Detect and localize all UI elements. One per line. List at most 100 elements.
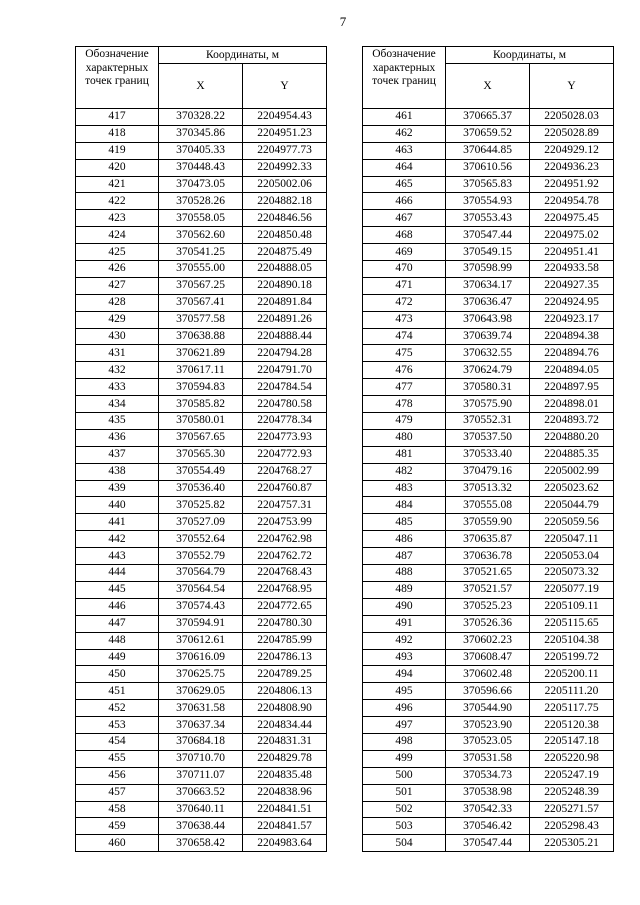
point-id: 481 [362, 445, 446, 464]
x-coordinate: 370624.79 [445, 361, 530, 380]
x-coordinate: 370580.01 [158, 412, 243, 430]
designation-header: Обозначение характерных точек границ [362, 46, 446, 109]
point-id: 425 [75, 243, 159, 262]
y-coordinate: 2204951.23 [241, 124, 328, 143]
y-coordinate: 2204831.31 [241, 732, 328, 751]
y-coordinate: 2204762.98 [241, 530, 328, 549]
y-coordinate: 2204768.27 [241, 462, 328, 481]
point-id: 420 [75, 158, 159, 177]
point-id: 459 [75, 817, 159, 836]
table-row: 447 370594.91 2204780.30 [75, 614, 328, 633]
point-id: 501 [362, 783, 446, 802]
x-coordinate: 370639.74 [445, 327, 530, 346]
point-id: 448 [75, 631, 159, 650]
point-id: 483 [362, 479, 446, 498]
point-id: 421 [75, 175, 159, 194]
y-coordinate: 2204893.72 [528, 412, 615, 430]
point-id: 493 [362, 648, 446, 667]
table-row: 438 370554.49 2204768.27 [75, 462, 328, 481]
table-header: Обозначение характерных точек границ Коор… [75, 46, 328, 109]
x-coordinate: 370558.05 [158, 209, 243, 228]
x-coordinate: 370637.34 [158, 716, 243, 734]
y-coordinate: 2204762.72 [241, 547, 328, 566]
x-coordinate: 370536.40 [158, 479, 243, 498]
x-coordinate: 370577.58 [158, 310, 243, 329]
point-id: 468 [362, 226, 446, 245]
x-coordinate: 370533.40 [445, 445, 530, 464]
y-coordinate: 2205028.89 [528, 124, 615, 143]
table-row: 466 370554.93 2204954.78 [362, 192, 615, 211]
y-coordinate: 2204885.35 [528, 445, 615, 464]
y-coordinate: 2204894.05 [528, 361, 615, 380]
table-row: 484 370555.08 2205044.79 [362, 496, 615, 515]
x-coordinate: 370549.15 [445, 243, 530, 262]
table-row: 448 370612.61 2204785.99 [75, 631, 328, 650]
table-row: 503 370546.42 2205298.43 [362, 817, 615, 836]
table-row: 440 370525.82 2204757.31 [75, 496, 328, 515]
table-row: 436 370567.65 2204773.93 [75, 428, 328, 447]
table-row: 468 370547.44 2204975.02 [362, 226, 615, 245]
y-coordinate: 2204834.44 [241, 716, 328, 734]
y-coordinate: 2204954.78 [528, 192, 615, 211]
x-coordinate: 370555.00 [158, 260, 243, 278]
x-coordinate: 370612.61 [158, 631, 243, 650]
point-id: 494 [362, 665, 446, 684]
y-coordinate: 2204977.73 [241, 141, 328, 160]
designation-header: Обозначение характерных точек границ [75, 46, 159, 109]
table-row: 459 370638.44 2204841.57 [75, 817, 328, 836]
header-row: Обозначение характерных точек границ Коор… [75, 46, 328, 109]
table-body: 417 370328.22 2204954.43 418 370345.86 220495… [75, 108, 328, 853]
table-row: 493 370608.47 2205199.72 [362, 648, 615, 667]
table-row: 418 370345.86 2204951.23 [75, 124, 328, 143]
x-coordinate: 370567.25 [158, 276, 243, 295]
y-coordinate: 2205047.11 [528, 530, 615, 549]
point-id: 476 [362, 361, 446, 380]
table-row: 485 370559.90 2205059.56 [362, 513, 615, 532]
point-id: 498 [362, 732, 446, 751]
y-coordinate: 2204780.30 [241, 614, 328, 633]
point-id: 433 [75, 378, 159, 397]
x-coordinate: 370565.30 [158, 445, 243, 464]
coordinates-header: Координаты, м [444, 46, 615, 64]
x-coordinate: 370521.65 [445, 564, 530, 582]
y-coordinate: 2204880.20 [528, 428, 615, 447]
point-id: 418 [75, 124, 159, 143]
point-id: 495 [362, 682, 446, 701]
point-id: 479 [362, 412, 446, 430]
x-coordinate: 370552.79 [158, 547, 243, 566]
point-id: 475 [362, 344, 446, 363]
table-row: 500 370534.73 2205247.19 [362, 766, 615, 785]
table-row: 481 370533.40 2204885.35 [362, 445, 615, 464]
y-coordinate: 2204768.95 [241, 580, 328, 599]
y-coordinate: 2205220.98 [528, 749, 615, 768]
x-coordinate: 370665.37 [445, 108, 530, 126]
point-id: 434 [75, 395, 159, 414]
y-coordinate: 2204850.48 [241, 226, 328, 245]
x-coordinate: 370616.09 [158, 648, 243, 667]
point-id: 436 [75, 428, 159, 447]
table-row: 428 370567.41 2204891.84 [75, 293, 328, 312]
y-coordinate: 2205271.57 [528, 800, 615, 819]
table-row: 453 370637.34 2204834.44 [75, 716, 328, 734]
x-coordinate: 370564.54 [158, 580, 243, 599]
y-coordinate: 2205053.04 [528, 547, 615, 566]
point-id: 497 [362, 716, 446, 734]
x-coordinate: 370617.11 [158, 361, 243, 380]
y-coordinate: 2204772.65 [241, 597, 328, 616]
y-header: Y [241, 63, 328, 109]
table-row: 433 370594.83 2204784.54 [75, 378, 328, 397]
table-row: 423 370558.05 2204846.56 [75, 209, 328, 228]
y-coordinate: 2205077.19 [528, 580, 615, 599]
y-coordinate: 2204933.58 [528, 260, 615, 278]
y-coordinate: 2204785.99 [241, 631, 328, 650]
y-coordinate: 2204786.13 [241, 648, 328, 667]
table-row: 495 370596.66 2205111.20 [362, 682, 615, 701]
table-row: 434 370585.82 2204780.58 [75, 395, 328, 414]
y-coordinate: 2205002.06 [241, 175, 328, 194]
point-id: 441 [75, 513, 159, 532]
point-id: 492 [362, 631, 446, 650]
point-id: 446 [75, 597, 159, 616]
point-id: 464 [362, 158, 446, 177]
point-id: 473 [362, 310, 446, 329]
table-row: 476 370624.79 2204894.05 [362, 361, 615, 380]
